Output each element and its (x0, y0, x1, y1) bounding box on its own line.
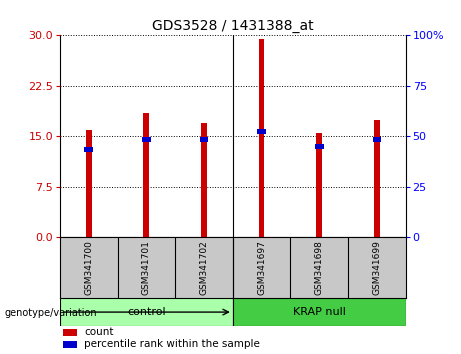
Bar (372, 137, 381, 142)
Bar (84, 148, 93, 152)
Text: GSM341697: GSM341697 (257, 240, 266, 295)
Text: GSM341700: GSM341700 (84, 240, 93, 295)
Bar (257, 129, 266, 134)
Bar (60, 298, 233, 326)
Text: GSM341699: GSM341699 (372, 240, 381, 295)
Text: KRAP null: KRAP null (293, 307, 346, 317)
Bar (64, 341, 77, 348)
Bar (64, 329, 77, 336)
Text: GSM341698: GSM341698 (315, 240, 324, 295)
Bar (233, 298, 406, 326)
Bar (142, 137, 151, 142)
Bar (201, 123, 207, 238)
Text: count: count (84, 327, 113, 337)
Bar (86, 130, 92, 238)
Text: GSM341702: GSM341702 (200, 240, 208, 295)
Text: genotype/variation: genotype/variation (5, 308, 97, 318)
Text: GSM341701: GSM341701 (142, 240, 151, 295)
Title: GDS3528 / 1431388_at: GDS3528 / 1431388_at (152, 19, 313, 33)
Bar (200, 137, 208, 142)
Bar (259, 39, 265, 238)
Text: percentile rank within the sample: percentile rank within the sample (84, 339, 260, 349)
Bar (143, 113, 149, 238)
Text: control: control (127, 307, 165, 317)
Bar (374, 120, 380, 238)
Bar (315, 144, 324, 149)
Bar (316, 133, 322, 238)
